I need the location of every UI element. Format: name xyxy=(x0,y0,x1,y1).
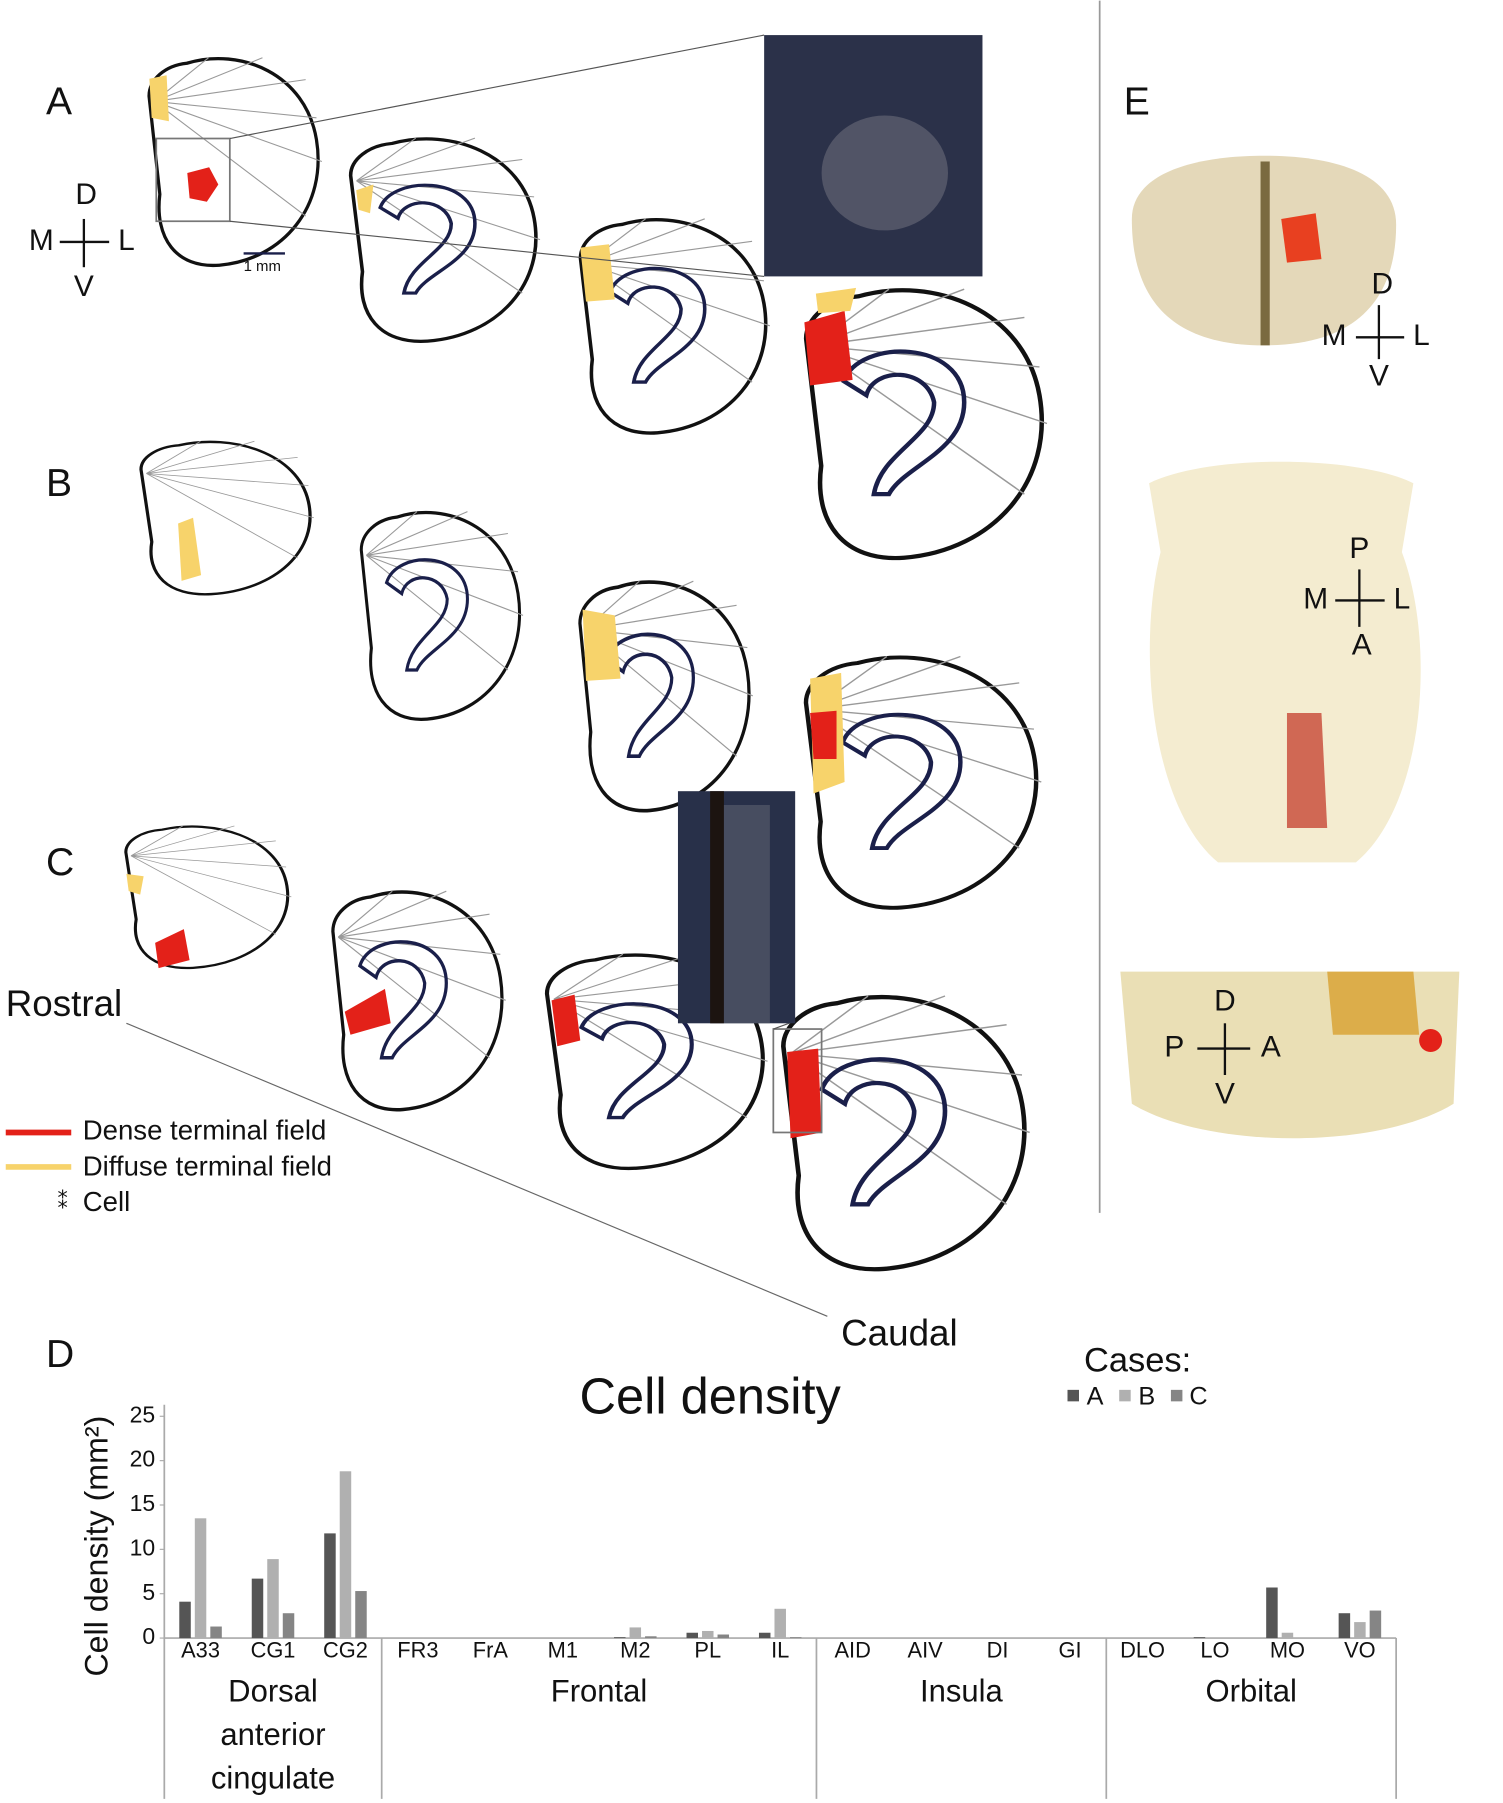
bar xyxy=(1266,1587,1278,1639)
x-tick-label: AID xyxy=(834,1638,870,1663)
x-tick-label: LO xyxy=(1200,1638,1229,1663)
orientation-label: L xyxy=(1413,319,1430,352)
x-tick-label: PL xyxy=(694,1638,721,1663)
panel-label: D xyxy=(46,1333,74,1376)
group-label-box: Orbital xyxy=(1205,1673,1297,1709)
bar xyxy=(686,1632,699,1639)
legend-label: B xyxy=(1138,1383,1155,1411)
legend-swatch xyxy=(1067,1389,1079,1402)
x-tick-label: DI xyxy=(987,1638,1009,1663)
chart-title: Cell density xyxy=(579,1368,841,1425)
panel-label: C xyxy=(46,841,74,884)
y-axis-label: Cell density (mm²) xyxy=(78,1416,114,1677)
legend-title: Cases: xyxy=(1084,1341,1191,1379)
bar xyxy=(339,1471,352,1639)
insets xyxy=(155,34,983,1134)
bar xyxy=(1281,1632,1294,1639)
orientation-label: L xyxy=(1394,582,1411,615)
bar xyxy=(789,1637,802,1639)
x-tick-label: VO xyxy=(1344,1638,1376,1663)
orientation-label: P xyxy=(1349,532,1369,565)
bar xyxy=(210,1626,222,1639)
bar xyxy=(324,1533,336,1639)
bar xyxy=(267,1559,279,1639)
bar xyxy=(355,1591,367,1639)
bar xyxy=(1193,1637,1206,1639)
bar xyxy=(758,1632,771,1639)
y-tick-label: 10 xyxy=(130,1534,156,1560)
caudal-label: Caudal xyxy=(841,1313,958,1354)
legend-label: A xyxy=(1087,1383,1104,1411)
x-tick-label: FrA xyxy=(473,1638,509,1663)
y-tick-label: 25 xyxy=(130,1401,156,1427)
rostral-caudal-line xyxy=(126,1022,828,1317)
x-tick-label: GI xyxy=(1059,1638,1082,1663)
3d-renderings xyxy=(1120,155,1460,1139)
bar xyxy=(251,1578,264,1639)
x-tick-label: FR3 xyxy=(397,1638,438,1663)
bar xyxy=(194,1518,207,1639)
bar xyxy=(179,1601,191,1639)
bar xyxy=(702,1630,714,1639)
group-label: Frontal xyxy=(550,1673,648,1709)
bar xyxy=(645,1636,657,1639)
orientation-label: D xyxy=(75,178,97,211)
orientation-label: V xyxy=(1215,1078,1235,1111)
group-label-box: Dorsal anterior cingulate xyxy=(210,1673,336,1796)
x-tick-label: A33 xyxy=(181,1638,220,1663)
legend-label: Dense terminal field xyxy=(83,1115,327,1146)
legend-swatch: ⁑ xyxy=(57,1190,67,1214)
x-tick-label: CG1 xyxy=(251,1638,296,1663)
panel-label: E xyxy=(1124,80,1150,123)
group-label: Dorsal anterior cingulate xyxy=(210,1673,336,1796)
group-label: Insula xyxy=(919,1673,1003,1709)
legend-label: Diffuse terminal field xyxy=(83,1150,332,1181)
rostral-label: Rostral xyxy=(6,983,122,1024)
orientation-label: V xyxy=(1369,359,1389,392)
bar xyxy=(282,1613,295,1639)
orientation-label: M xyxy=(1322,319,1347,352)
panel-label: A xyxy=(46,80,72,123)
scale-bar-label: 1 mm xyxy=(244,258,281,275)
x-tick-label: CG2 xyxy=(323,1638,368,1663)
bar xyxy=(1369,1610,1382,1639)
bar xyxy=(1338,1613,1351,1639)
y-tick-label: 20 xyxy=(130,1446,156,1472)
panel-label: B xyxy=(46,462,72,505)
y-tick-label: 15 xyxy=(130,1490,156,1516)
bar xyxy=(1354,1622,1366,1639)
x-tick-label: AIV xyxy=(908,1638,944,1663)
legend-label: Cell xyxy=(83,1186,130,1217)
legend-label: C xyxy=(1189,1383,1207,1411)
bar xyxy=(629,1627,642,1639)
orientation-label: V xyxy=(74,270,94,303)
group-label-box: Insula xyxy=(919,1673,1003,1709)
orientation-label: D xyxy=(1372,267,1394,300)
y-tick-label: 0 xyxy=(142,1623,155,1649)
group-label-box: Frontal xyxy=(550,1673,648,1709)
bar xyxy=(717,1634,730,1639)
orientation-label: P xyxy=(1164,1030,1184,1063)
bar xyxy=(614,1637,626,1639)
orientation-label: A xyxy=(1261,1030,1281,1063)
orientation-label: L xyxy=(118,224,135,257)
x-tick-label: MO xyxy=(1270,1638,1305,1663)
y-tick-label: 5 xyxy=(142,1579,155,1605)
bar xyxy=(774,1608,786,1639)
x-tick-label: DLO xyxy=(1120,1638,1165,1663)
legend-swatch xyxy=(1170,1389,1183,1402)
orientation-label: D xyxy=(1214,985,1236,1018)
legend-swatch xyxy=(1119,1389,1131,1402)
labelled-fields xyxy=(126,75,857,1139)
orientation-crosses xyxy=(59,218,1405,1076)
orientation-label: A xyxy=(1352,628,1372,661)
orientation-label: M xyxy=(29,224,54,257)
x-tick-label: M2 xyxy=(620,1638,650,1663)
group-label: Orbital xyxy=(1205,1673,1297,1709)
x-tick-label: IL xyxy=(771,1638,789,1663)
orientation-label: M xyxy=(1303,582,1328,615)
x-tick-label: M1 xyxy=(548,1638,578,1663)
